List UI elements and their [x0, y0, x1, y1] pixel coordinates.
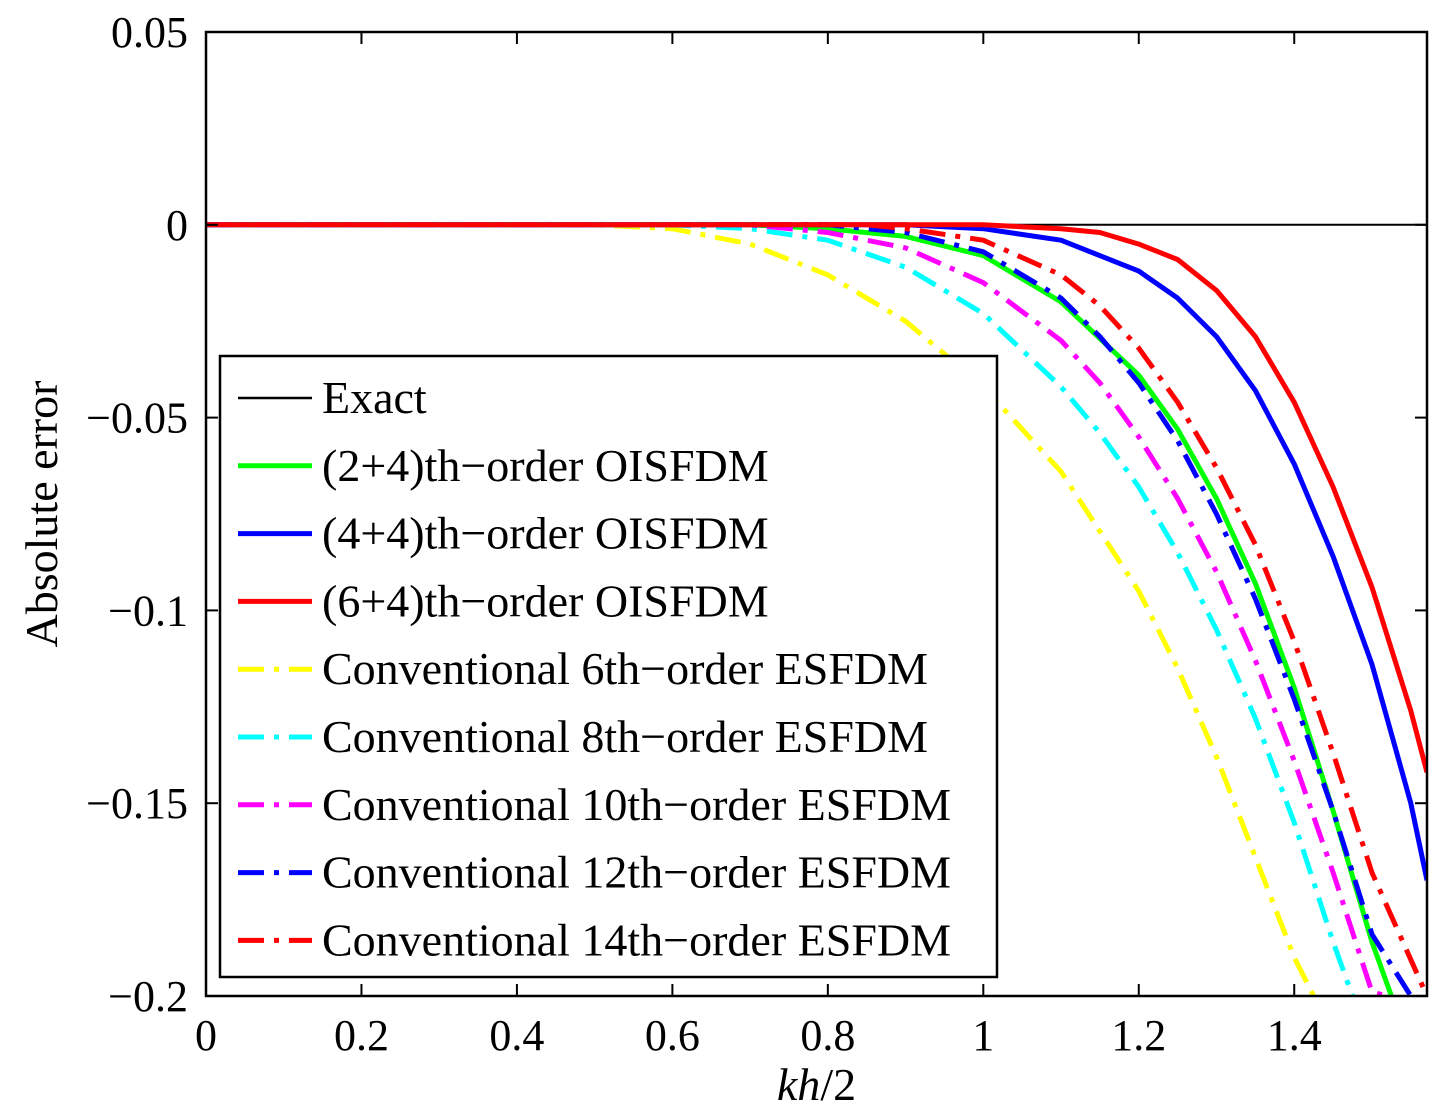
legend-label-4: Conventional 6th−order ESFDM	[322, 643, 928, 694]
legend-label-7: Conventional 12th−order ESFDM	[322, 847, 951, 898]
series-line-5	[206, 222, 1355, 996]
y-tick-label: −0.2	[108, 972, 188, 1021]
x-tick-label: 0	[195, 1011, 217, 1060]
series-line-8	[206, 222, 1427, 996]
x-tick-label: 1	[972, 1011, 994, 1060]
x-tick-label: 1.2	[1111, 1011, 1166, 1060]
x-axis-label-italic: kh	[777, 1059, 820, 1109]
x-tick-label: 0.6	[645, 1011, 700, 1060]
x-tick-label: 0.2	[334, 1011, 389, 1060]
legend-label-2: (4+4)th−order OISFDM	[322, 508, 769, 559]
series-line-2	[206, 222, 1427, 881]
legend-label-5: Conventional 8th−order ESFDM	[322, 711, 928, 762]
x-tick-label: 1.4	[1267, 1011, 1322, 1060]
legend-label-6: Conventional 10th−order ESFDM	[322, 779, 951, 830]
x-axis-label-rest: /2	[820, 1059, 856, 1109]
y-tick-label: 0.05	[111, 8, 188, 57]
y-tick-label: −0.05	[86, 394, 188, 443]
series-line-4	[206, 222, 1316, 996]
series-line-7	[206, 222, 1413, 996]
legend-box	[218, 354, 999, 979]
legend-label-3: (6+4)th−order OISFDM	[322, 575, 769, 626]
series-line-3	[206, 222, 1427, 774]
legend-label-0: Exact	[322, 372, 427, 423]
y-tick-label: 0	[166, 201, 188, 250]
legend-label-8: Conventional 14th−order ESFDM	[322, 914, 951, 965]
x-tick-label: 0.4	[489, 1011, 544, 1060]
legend-label-1: (2+4)th−order OISFDM	[322, 440, 769, 491]
y-tick-label: −0.15	[86, 779, 188, 828]
y-tick-label: −0.1	[108, 586, 188, 635]
x-tick-label: 0.8	[800, 1011, 855, 1060]
y-axis-label: Absolute error	[16, 381, 67, 648]
series-line-6	[206, 222, 1389, 996]
plot-frame	[204, 30, 1429, 998]
x-axis-label: kh/2	[777, 1059, 856, 1109]
